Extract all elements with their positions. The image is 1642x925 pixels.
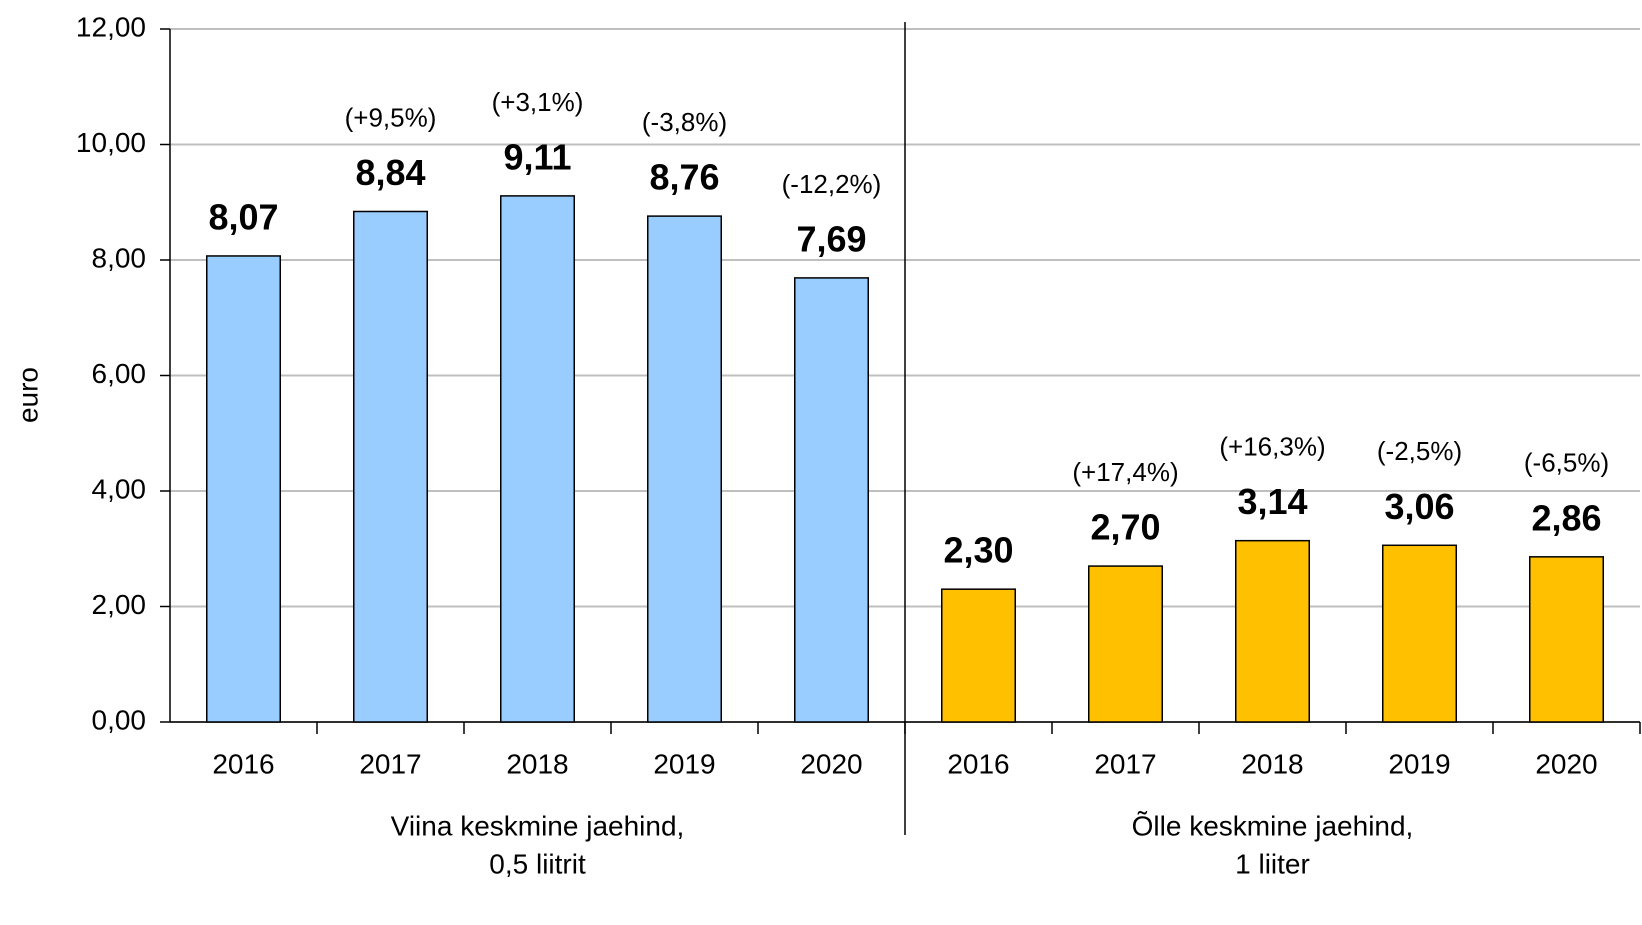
group-label: 1 liiter <box>1235 848 1310 879</box>
y-tick-label: 8,00 <box>92 242 147 273</box>
change-label: (-3,8%) <box>642 107 727 137</box>
value-label: 2,70 <box>1090 507 1160 548</box>
bar <box>1382 544 1457 723</box>
value-label: 2,86 <box>1531 497 1601 538</box>
change-label: (+17,4%) <box>1072 457 1178 487</box>
bar <box>1529 556 1604 723</box>
bar <box>794 277 869 723</box>
change-label: (-12,2%) <box>782 169 882 199</box>
y-tick-label: 12,00 <box>76 11 146 42</box>
bar <box>353 210 428 723</box>
x-tick-label: 2016 <box>947 748 1009 779</box>
bar <box>647 215 722 723</box>
x-tick-label: 2019 <box>1388 748 1450 779</box>
group-label: Viina keskmine jaehind, <box>391 810 685 841</box>
y-tick-label: 4,00 <box>92 473 147 504</box>
value-label: 9,11 <box>503 136 571 177</box>
x-tick-label: 2020 <box>800 748 862 779</box>
bar <box>1235 539 1310 723</box>
bar <box>1088 565 1163 723</box>
bar <box>500 195 575 723</box>
x-tick-label: 2018 <box>506 748 568 779</box>
x-tick-label: 2017 <box>1094 748 1156 779</box>
value-label: 7,69 <box>796 218 866 259</box>
change-label: (-6,5%) <box>1524 448 1609 478</box>
value-label: 3,14 <box>1237 481 1307 522</box>
bar <box>206 255 281 723</box>
value-label: 8,76 <box>649 157 719 198</box>
y-tick-label: 2,00 <box>92 589 147 620</box>
group-label: 0,5 liitrit <box>489 848 586 879</box>
y-axis-title: euro <box>12 367 43 423</box>
x-tick-label: 2016 <box>212 748 274 779</box>
change-label: (+3,1%) <box>492 87 584 117</box>
change-label: (+16,3%) <box>1219 432 1325 462</box>
x-tick-label: 2020 <box>1535 748 1597 779</box>
value-label: 2,30 <box>943 530 1013 571</box>
value-label: 3,06 <box>1384 486 1454 527</box>
group-label: Õlle keskmine jaehind, <box>1132 810 1414 841</box>
change-label: (-2,5%) <box>1377 436 1462 466</box>
x-tick-label: 2017 <box>359 748 421 779</box>
y-tick-label: 0,00 <box>92 704 147 735</box>
x-tick-label: 2018 <box>1241 748 1303 779</box>
value-label: 8,07 <box>208 196 278 237</box>
value-label: 8,84 <box>355 152 425 193</box>
y-tick-label: 10,00 <box>76 127 146 158</box>
y-tick-label: 6,00 <box>92 358 147 389</box>
x-tick-label: 2019 <box>653 748 715 779</box>
bar <box>941 588 1016 723</box>
change-label: (+9,5%) <box>345 102 437 132</box>
